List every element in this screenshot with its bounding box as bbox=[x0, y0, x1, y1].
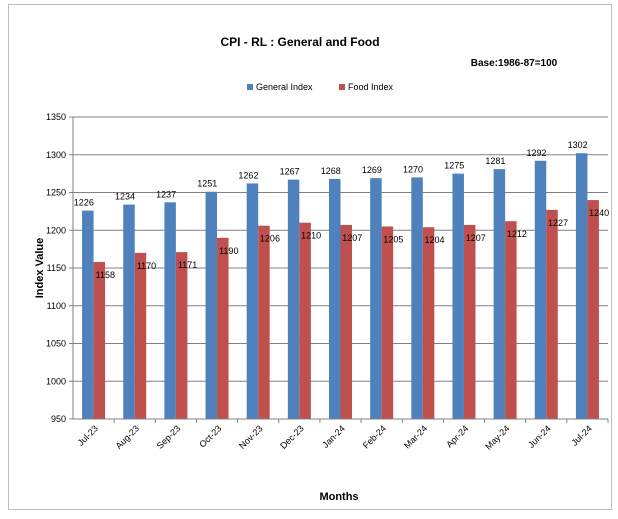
bar-general bbox=[287, 179, 300, 419]
bar-general bbox=[164, 202, 176, 419]
bar-general bbox=[123, 204, 135, 419]
x-tick-label: Jul-23 bbox=[76, 423, 100, 447]
data-label-general: 1226 bbox=[74, 198, 94, 208]
data-label-general: 1268 bbox=[321, 166, 341, 176]
bar-food bbox=[546, 209, 558, 419]
data-label-general: 1262 bbox=[238, 170, 258, 180]
y-tick-label: 1050 bbox=[46, 339, 66, 349]
bar-general bbox=[370, 178, 382, 419]
y-tick-label: 1300 bbox=[46, 150, 66, 160]
data-label-general: 1237 bbox=[156, 189, 176, 199]
y-tick-label: 1150 bbox=[47, 263, 66, 273]
bars bbox=[82, 153, 599, 420]
y-axis-label: Index Value bbox=[34, 238, 46, 299]
data-label-food: 1171 bbox=[178, 260, 197, 270]
legend-swatch-food bbox=[339, 84, 345, 90]
data-label-food: 1170 bbox=[137, 261, 156, 271]
bar-general bbox=[82, 210, 94, 419]
data-label-food: 1204 bbox=[425, 235, 445, 245]
bar-food bbox=[381, 226, 394, 419]
bar-food bbox=[175, 252, 188, 419]
x-axis-label: Months bbox=[319, 491, 358, 503]
data-labels: 1226 1158 1234 1170 1237 1171 1251 1190 1262 1206… bbox=[74, 140, 609, 280]
bar-food bbox=[134, 252, 147, 419]
x-tick-label: Feb-24 bbox=[361, 423, 388, 450]
data-label-general: 1270 bbox=[403, 164, 423, 174]
data-label-general: 1292 bbox=[527, 148, 547, 158]
data-label-food: 1227 bbox=[548, 218, 568, 228]
bar-general bbox=[411, 177, 423, 419]
data-label-food: 1190 bbox=[219, 246, 238, 256]
chart-title: CPI - RL : General and Food bbox=[220, 35, 379, 49]
bar-food bbox=[422, 227, 435, 419]
bar-food bbox=[93, 261, 106, 419]
x-tick-label: Jun-24 bbox=[526, 423, 553, 450]
x-tick-label: May-24 bbox=[483, 423, 511, 451]
legend: General Index Food Index bbox=[247, 82, 394, 92]
x-tick-label: Jul-24 bbox=[569, 423, 593, 447]
bar-general bbox=[493, 169, 506, 419]
x-tick-label: Dec-23 bbox=[278, 423, 306, 451]
data-label-food: 1158 bbox=[96, 270, 115, 280]
bar-food bbox=[587, 200, 599, 419]
data-label-general: 1302 bbox=[568, 140, 588, 150]
y-tick-label: 1000 bbox=[46, 376, 66, 386]
x-axis-ticks: Jul-23 Aug-23 Sep-23 Oct-23 Nov-23 Dec-23 Jan-… bbox=[76, 419, 609, 452]
x-tick-label: Sep-23 bbox=[155, 423, 183, 451]
x-tick-label: Oct-23 bbox=[197, 423, 223, 449]
data-label-food: 1207 bbox=[466, 233, 486, 243]
x-tick-label: Mar-24 bbox=[402, 423, 429, 450]
legend-label-general: General Index bbox=[256, 82, 313, 92]
legend-swatch-general bbox=[247, 84, 253, 90]
data-label-food: 1207 bbox=[342, 233, 362, 243]
y-tick-label: 1250 bbox=[46, 188, 66, 198]
bar-food bbox=[463, 224, 476, 419]
bar-food bbox=[299, 222, 311, 419]
data-label-general: 1251 bbox=[197, 179, 217, 189]
bar-food bbox=[217, 237, 229, 419]
data-label-food: 1212 bbox=[507, 229, 527, 239]
y-tick-label: 1350 bbox=[46, 112, 66, 122]
chart-subtitle: Base:1986-87=100 bbox=[471, 58, 558, 69]
bar-general bbox=[246, 183, 259, 419]
legend-label-food: Food Index bbox=[348, 82, 394, 92]
data-label-food: 1210 bbox=[301, 231, 321, 241]
bar-general bbox=[534, 160, 547, 420]
x-tick-label: Aug-23 bbox=[114, 423, 142, 451]
y-tick-label: 1100 bbox=[47, 301, 66, 311]
bar-general bbox=[575, 153, 588, 420]
data-label-general: 1275 bbox=[444, 161, 464, 171]
bar-food bbox=[258, 225, 270, 419]
data-label-food: 1205 bbox=[383, 234, 403, 244]
y-tick-label: 950 bbox=[51, 414, 66, 424]
bar-general bbox=[205, 191, 218, 419]
bar-food bbox=[340, 224, 352, 419]
data-label-general: 1234 bbox=[115, 192, 135, 202]
data-label-food: 1206 bbox=[260, 234, 280, 244]
data-label-general: 1267 bbox=[280, 167, 300, 177]
x-tick-label: Jan-24 bbox=[320, 423, 347, 450]
data-label-food: 1240 bbox=[589, 208, 609, 218]
x-tick-label: Nov-23 bbox=[237, 423, 265, 451]
data-label-general: 1281 bbox=[485, 156, 505, 166]
bar-food bbox=[505, 221, 517, 419]
bar-general bbox=[452, 173, 464, 419]
x-tick-label: Apr-24 bbox=[444, 423, 470, 449]
y-axis-ticks: 950 1000 1050 1100 1150 1200 1250 1300 1350 bbox=[46, 112, 73, 424]
y-tick-label: 1200 bbox=[46, 225, 66, 235]
data-label-general: 1269 bbox=[362, 165, 382, 175]
bar-general bbox=[329, 178, 341, 419]
